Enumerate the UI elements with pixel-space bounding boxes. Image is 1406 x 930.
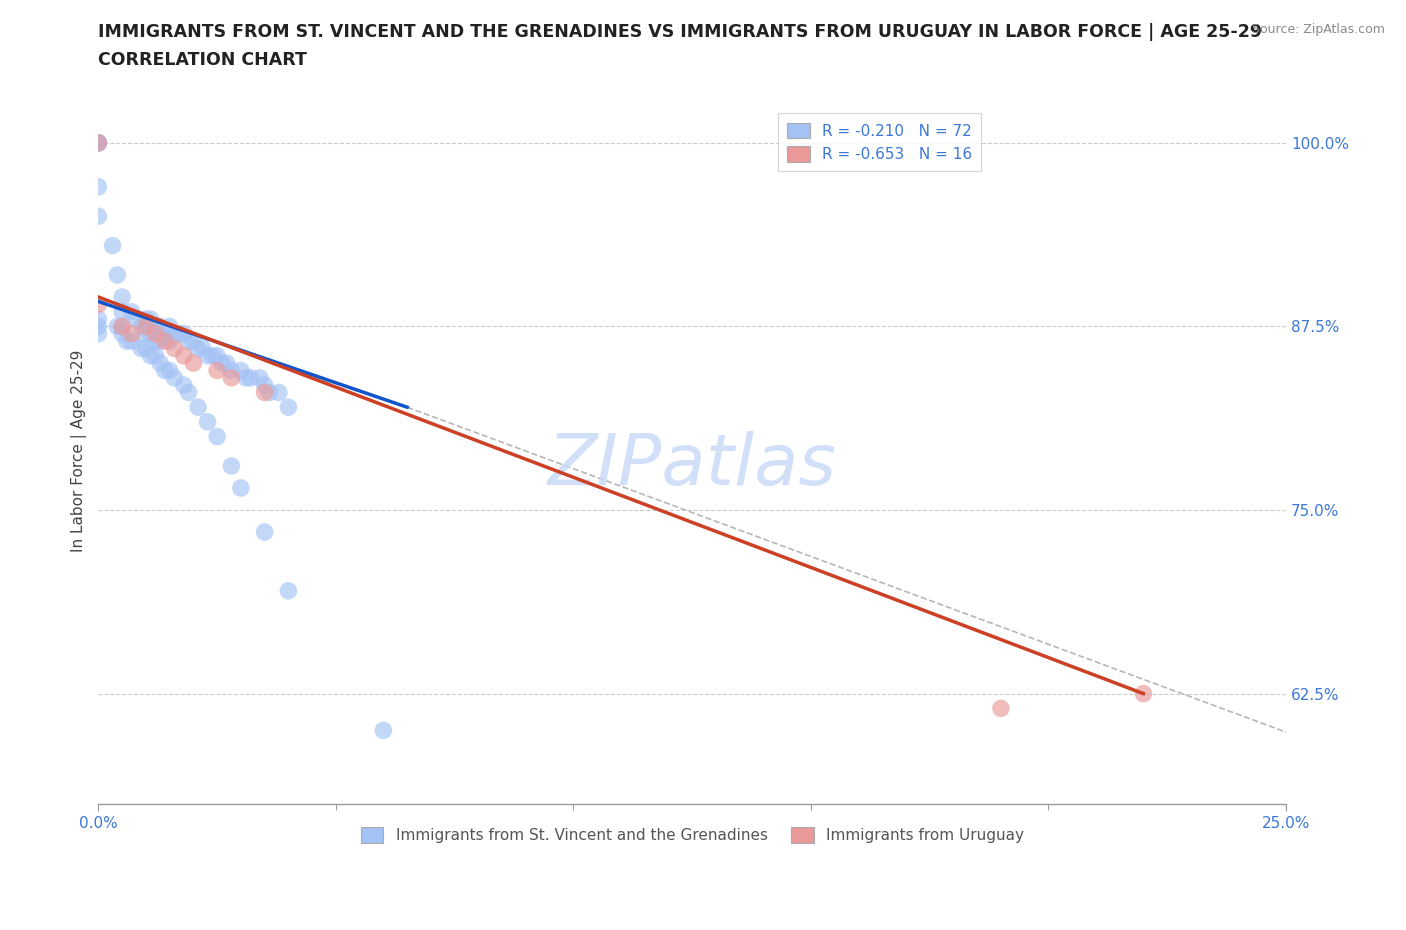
Point [87,297,110,312]
Text: ZIPatlas: ZIPatlas [548,431,837,499]
Point [183,355,205,370]
Point [111,289,134,304]
Point [277,400,299,415]
Point [173,349,195,364]
Point [121,304,143,319]
Point [139,312,162,326]
Point [205,429,228,444]
Point [159,334,181,349]
Point [87,326,110,341]
Point [125,312,148,326]
Point [373,723,395,737]
Point [221,458,243,473]
Point [149,334,172,349]
Point [163,341,186,356]
Text: IMMIGRANTS FROM ST. VINCENT AND THE GRENADINES VS IMMIGRANTS FROM URUGUAY IN LAB: IMMIGRANTS FROM ST. VINCENT AND THE GREN… [98,23,1263,41]
Point [153,326,176,341]
Point [205,363,228,378]
Point [149,355,172,370]
Point [105,319,128,334]
Point [111,304,134,319]
Point [135,341,157,356]
Point [159,319,181,334]
Point [221,363,243,378]
Point [177,334,200,349]
Point [253,525,276,539]
Point [167,326,190,341]
Point [135,326,157,341]
Point [121,326,143,341]
Point [215,355,238,370]
Point [267,385,290,400]
Point [183,334,205,349]
Point [87,136,110,151]
Point [149,319,172,334]
Text: CORRELATION CHART: CORRELATION CHART [98,51,308,69]
Point [163,326,186,341]
Point [153,363,176,378]
Point [205,349,228,364]
Point [163,370,186,385]
Point [990,701,1012,716]
Point [87,136,110,151]
Point [135,312,157,326]
Point [115,334,138,349]
Point [253,378,276,392]
Point [259,385,281,400]
Point [105,268,128,283]
Legend: Immigrants from St. Vincent and the Grenadines, Immigrants from Uruguay: Immigrants from St. Vincent and the Gren… [354,821,1029,849]
Y-axis label: In Labor Force | Age 25-29: In Labor Force | Age 25-29 [72,350,87,552]
Point [235,370,257,385]
Point [191,341,214,356]
Point [87,208,110,223]
Point [229,363,252,378]
Point [143,349,166,364]
Point [221,370,243,385]
Point [211,355,233,370]
Point [229,481,252,496]
Point [87,319,110,334]
Point [87,136,110,151]
Point [101,238,124,253]
Point [111,326,134,341]
Point [159,363,181,378]
Point [187,400,209,415]
Point [197,415,219,430]
Point [187,341,209,356]
Point [139,349,162,364]
Point [143,334,166,349]
Text: Source: ZipAtlas.com: Source: ZipAtlas.com [1251,23,1385,36]
Point [139,326,162,341]
Point [249,370,271,385]
Point [143,326,166,341]
Point [153,334,176,349]
Point [87,136,110,151]
Point [201,349,224,364]
Point [177,385,200,400]
Point [1132,686,1154,701]
Point [143,319,166,334]
Point [87,136,110,151]
Point [129,341,152,356]
Point [111,319,134,334]
Point [135,319,157,334]
Point [173,326,195,341]
Point [129,319,152,334]
Point [111,319,134,334]
Point [277,583,299,598]
Point [197,349,219,364]
Point [239,370,262,385]
Point [121,334,143,349]
Point [87,179,110,194]
Point [253,385,276,400]
Point [173,378,195,392]
Point [87,312,110,326]
